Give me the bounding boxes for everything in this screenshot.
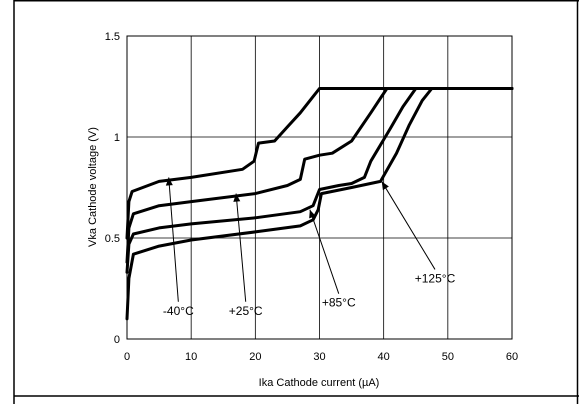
x-tick-label: 0 bbox=[124, 351, 130, 363]
y-tick-label: 1.5 bbox=[105, 31, 120, 43]
y-axis-label: Vka Cathode voltage (V) bbox=[87, 127, 99, 247]
y-axis-ticks: 0 0.5 1 1.5 bbox=[105, 31, 120, 346]
data-series bbox=[125, 87, 514, 321]
x-axis-label: Ika Cathode current (µA) bbox=[259, 377, 380, 389]
x-tick-label: 20 bbox=[249, 351, 261, 363]
annotation-leader bbox=[381, 181, 436, 270]
series-line bbox=[125, 87, 514, 240]
annotation-leader bbox=[168, 177, 179, 302]
series-line bbox=[125, 87, 514, 274]
annotation-arrowhead bbox=[165, 177, 173, 186]
annotation-arrowhead bbox=[233, 193, 241, 202]
annotation-label: +25°C bbox=[229, 304, 263, 318]
x-tick-label: 10 bbox=[185, 351, 197, 363]
annotation-label: +85°C bbox=[322, 296, 356, 310]
annotation-leader bbox=[235, 193, 247, 302]
series-line bbox=[125, 87, 514, 264]
annotation-label: +125°C bbox=[415, 271, 456, 285]
y-tick-label: 1 bbox=[114, 132, 120, 144]
x-tick-label: 50 bbox=[442, 351, 454, 363]
annotations: -40°C +25°C +85°C +125°C bbox=[163, 177, 456, 318]
y-tick-label: 0 bbox=[114, 334, 120, 346]
x-tick-label: 60 bbox=[506, 351, 518, 363]
annotation-arrowhead bbox=[309, 209, 316, 219]
x-axis-ticks: 0 10 20 30 40 50 60 bbox=[124, 351, 518, 363]
y-tick-label: 0.5 bbox=[105, 233, 120, 245]
annotation-leader bbox=[309, 209, 340, 294]
x-tick-label: 30 bbox=[313, 351, 325, 363]
plot-area bbox=[126, 35, 513, 340]
series-line bbox=[125, 87, 514, 321]
annotation-arrowhead bbox=[381, 181, 389, 191]
x-tick-label: 40 bbox=[378, 351, 390, 363]
grid-lines bbox=[126, 35, 513, 340]
annotation-label: -40°C bbox=[163, 304, 194, 318]
